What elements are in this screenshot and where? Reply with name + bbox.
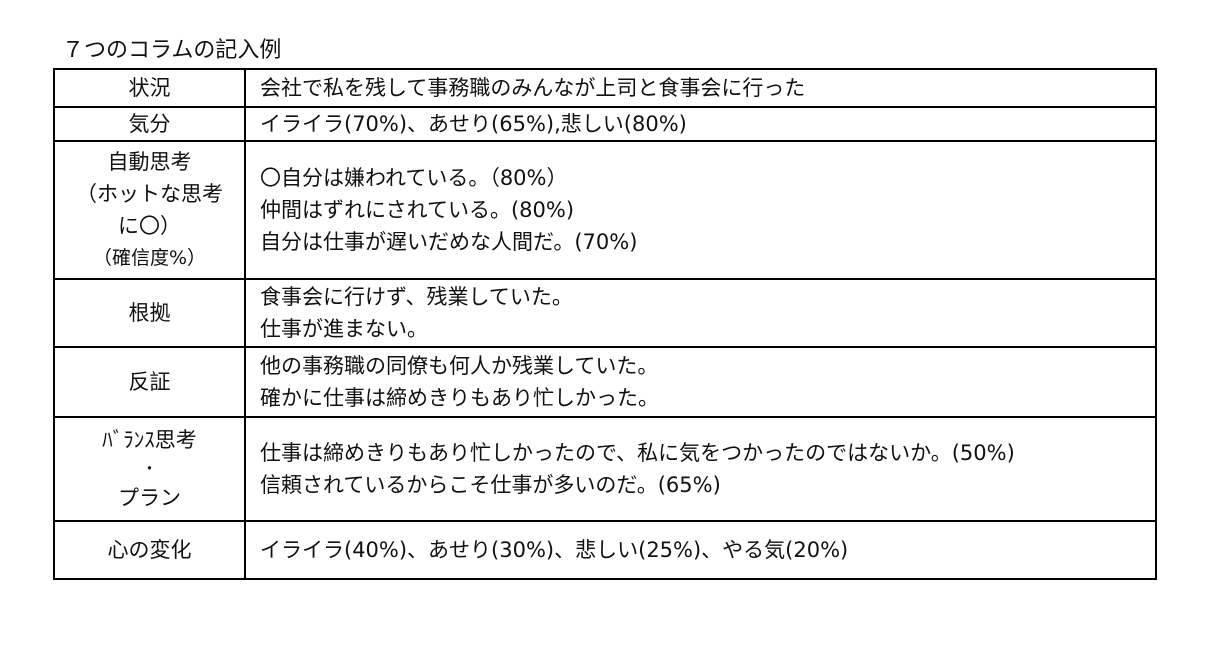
- row-label: （ホットな思考: [76, 182, 223, 206]
- row-label: プラン: [118, 486, 181, 510]
- row-label-cell: 心の変化: [53, 520, 246, 580]
- row-content-line: 仕事は締めきりもあり忙しかったので、私に気をつかったのではないか。(50%): [260, 441, 1015, 465]
- row-content-line: 仲間はずれにされている。(80%): [260, 198, 575, 222]
- row-content-cell: 〇自分は嫌われている。（80%） 仲間はずれにされている。(80%) 自分は仕事…: [244, 140, 1157, 280]
- row-label-cell: 反証: [53, 346, 246, 418]
- row-label: ﾊﾞﾗﾝｽ思考: [102, 428, 197, 452]
- row-content-cell: イライラ(40%)、あせり(30%)、悲しい(25%)、やる気(20%): [244, 520, 1157, 580]
- row-label: に〇）: [118, 214, 181, 238]
- seven-column-table: 状況 会社で私を残して事務職のみんなが上司と食事会に行った 気分 イライラ(70…: [53, 68, 1157, 580]
- row-content-line: 食事会に行けず、残業していた。: [260, 285, 573, 309]
- table-row-automatic-thoughts: 自動思考 （ホットな思考 に〇） （確信度%） 〇自分は嫌われている。（80%）…: [53, 140, 1157, 280]
- row-content-line: 他の事務職の同僚も何人か残業していた。: [260, 354, 659, 378]
- row-label: 心の変化: [107, 538, 192, 562]
- table-row-situation: 状況 会社で私を残して事務職のみんなが上司と食事会に行った: [53, 68, 1157, 108]
- row-label: 状況: [128, 76, 171, 100]
- row-label: （確信度%）: [92, 247, 207, 269]
- table-row-evidence: 根拠 食事会に行けず、残業していた。 仕事が進まない。: [53, 278, 1157, 348]
- row-content-cell: 他の事務職の同僚も何人か残業していた。 確かに仕事は締めきりもあり忙しかった。: [244, 346, 1157, 418]
- row-label-cell: 気分: [53, 106, 246, 142]
- row-content-line: 自分は仕事が遅いだめな人間だ。(70%): [260, 230, 638, 254]
- row-label: 自動思考: [107, 150, 192, 174]
- row-content-line: 会社で私を残して事務職のみんなが上司と食事会に行った: [260, 76, 806, 100]
- row-label: 根拠: [128, 301, 171, 325]
- row-label: ・: [141, 459, 158, 478]
- row-content-line: 信頼されているからこそ仕事が多いのだ。(65%): [260, 473, 721, 497]
- row-label: 反証: [128, 370, 171, 394]
- row-content-line: 確かに仕事は締めきりもあり忙しかった。: [260, 386, 659, 410]
- table-row-mood-change: 心の変化 イライラ(40%)、あせり(30%)、悲しい(25%)、やる気(20%…: [53, 520, 1157, 580]
- row-label-cell: 根拠: [53, 278, 246, 348]
- row-label-cell: ﾊﾞﾗﾝｽ思考 ・ プラン: [53, 416, 246, 522]
- row-content-line: 仕事が進まない。: [260, 317, 428, 341]
- row-label: 気分: [128, 112, 171, 136]
- row-content-line: 〇自分は嫌われている。（80%）: [260, 166, 568, 190]
- document-title: ７つのコラムの記入例: [62, 38, 282, 63]
- row-label-cell: 状況: [53, 68, 246, 108]
- row-label-cell: 自動思考 （ホットな思考 に〇） （確信度%）: [53, 140, 246, 280]
- table-row-mood: 気分 イライラ(70%)、あせり(65%),悲しい(80%): [53, 106, 1157, 142]
- row-content-cell: 食事会に行けず、残業していた。 仕事が進まない。: [244, 278, 1157, 348]
- table-row-counter-evidence: 反証 他の事務職の同僚も何人か残業していた。 確かに仕事は締めきりもあり忙しかっ…: [53, 346, 1157, 418]
- row-content-line: イライラ(40%)、あせり(30%)、悲しい(25%)、やる気(20%): [260, 538, 849, 562]
- table-row-balanced-thinking: ﾊﾞﾗﾝｽ思考 ・ プラン 仕事は締めきりもあり忙しかったので、私に気をつかった…: [53, 416, 1157, 522]
- row-content-cell: イライラ(70%)、あせり(65%),悲しい(80%): [244, 106, 1157, 142]
- row-content-cell: 仕事は締めきりもあり忙しかったので、私に気をつかったのではないか。(50%) 信…: [244, 416, 1157, 522]
- row-content-cell: 会社で私を残して事務職のみんなが上司と食事会に行った: [244, 68, 1157, 108]
- row-content-line: イライラ(70%)、あせり(65%),悲しい(80%): [260, 112, 687, 136]
